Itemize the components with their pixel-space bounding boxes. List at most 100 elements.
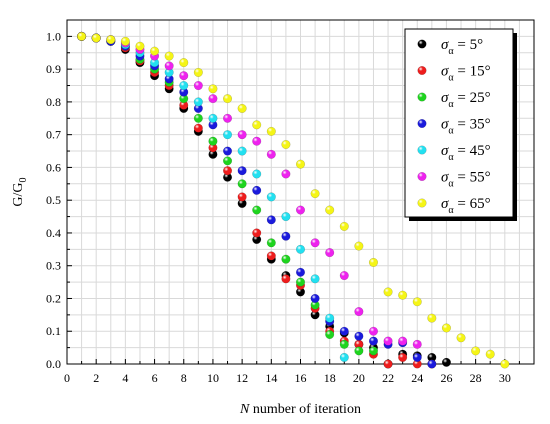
- legend-entry-label: σα = 45°: [441, 143, 491, 163]
- x-axis-title: N number of iteration: [239, 402, 361, 417]
- axis-ticks: 0 2 4 6 8 10 12 14 16 18 20 22 24 26 28 300.00.10.20.30…: [46, 19, 520, 385]
- series-65deg: [77, 31, 510, 369]
- data-point: [339, 270, 349, 281]
- legend-entry-label: σα = 15°: [441, 64, 491, 84]
- data-point: [339, 339, 349, 349]
- data-point: [222, 146, 233, 156]
- data-point: [222, 113, 233, 123]
- y-tick-label: 0.6: [46, 160, 61, 174]
- data-point: [179, 58, 189, 68]
- data-point: [354, 331, 364, 341]
- data-point: [295, 244, 306, 254]
- legend: σα = 5° σα = 15° σα = 25° σα = 35° σα = 45° σ…: [404, 28, 517, 221]
- data-point: [339, 326, 349, 336]
- y-axis-title: G/G0: [11, 177, 29, 206]
- data-point: [237, 130, 247, 140]
- data-point: [383, 359, 393, 369]
- data-point: [252, 169, 262, 179]
- x-tick-label: 28: [470, 371, 482, 385]
- data-point: [237, 192, 247, 202]
- data-point: [398, 352, 408, 362]
- data-point: [193, 97, 203, 107]
- x-tick-label: 12: [236, 371, 248, 385]
- y-tick-label: 0.3: [46, 259, 61, 273]
- data-point: [266, 126, 276, 136]
- data-point: [179, 71, 189, 81]
- x-tick-label: 24: [411, 371, 423, 385]
- legend-entry-label: σα = 65°: [441, 196, 491, 216]
- data-point: [193, 123, 203, 133]
- data-point: [281, 254, 291, 264]
- data-point: [368, 257, 379, 267]
- data-point: [237, 166, 247, 176]
- data-point: [237, 146, 247, 156]
- data-point: [325, 205, 335, 215]
- data-point: [427, 359, 437, 369]
- data-point: [208, 84, 218, 94]
- data-point: [193, 80, 203, 91]
- data-point: [412, 339, 422, 349]
- data-point: [383, 336, 393, 346]
- y-tick-label: 0.7: [46, 128, 61, 142]
- data-point: [281, 231, 291, 241]
- data-point: [412, 352, 422, 362]
- data-point: [354, 307, 364, 317]
- legend-marker: [417, 65, 427, 76]
- data-point: [208, 136, 218, 146]
- data-point: [164, 61, 174, 71]
- data-point: [500, 359, 510, 369]
- x-tick-label: 14: [265, 371, 277, 385]
- legend-entry-label: σα = 35°: [441, 117, 491, 137]
- data-point: [106, 35, 116, 45]
- data-point: [208, 94, 218, 104]
- data-point: [398, 290, 408, 300]
- data-point: [281, 139, 291, 150]
- data-point: [295, 159, 306, 169]
- data-point: [179, 80, 189, 91]
- data-point: [252, 120, 262, 130]
- data-point: [208, 113, 218, 123]
- data-point: [325, 313, 335, 323]
- x-tick-label: 0: [64, 371, 70, 385]
- data-point: [281, 169, 291, 179]
- legend-marker: [417, 145, 427, 155]
- data-point: [237, 179, 247, 189]
- data-point: [164, 51, 174, 61]
- data-point: [237, 103, 247, 114]
- data-point: [427, 313, 437, 323]
- data-point: [441, 357, 451, 367]
- data-point: [456, 333, 466, 343]
- legend-entry-label: σα = 55°: [441, 170, 491, 190]
- y-tick-label: 0.9: [46, 62, 61, 76]
- x-tick-label: 10: [207, 371, 219, 385]
- data-point: [295, 277, 306, 287]
- data-point: [222, 130, 233, 140]
- x-tick-label: 8: [181, 371, 187, 385]
- data-point: [266, 238, 276, 248]
- x-tick-label: 26: [440, 371, 452, 385]
- legend-entry-label: σα = 25°: [441, 90, 491, 110]
- x-tick-label: 6: [152, 371, 158, 385]
- x-tick-label: 2: [93, 371, 99, 385]
- data-point: [310, 189, 320, 199]
- legend-marker: [417, 118, 427, 129]
- data-point: [310, 274, 320, 284]
- data-point: [91, 33, 101, 43]
- legend-marker: [417, 39, 427, 49]
- data-point: [266, 149, 276, 159]
- data-point: [398, 336, 408, 346]
- data-point: [281, 274, 291, 284]
- data-point: [354, 241, 364, 251]
- data-point: [281, 212, 291, 222]
- data-point: [368, 336, 379, 346]
- y-tick-label: 0.2: [46, 291, 61, 305]
- data-point: [222, 94, 233, 104]
- y-tick-label: 0.1: [46, 324, 61, 338]
- data-point: [339, 221, 349, 231]
- data-point: [77, 31, 87, 41]
- x-tick-label: 30: [499, 371, 511, 385]
- legend-marker: [417, 198, 427, 208]
- data-point: [368, 346, 379, 356]
- data-point: [266, 251, 276, 261]
